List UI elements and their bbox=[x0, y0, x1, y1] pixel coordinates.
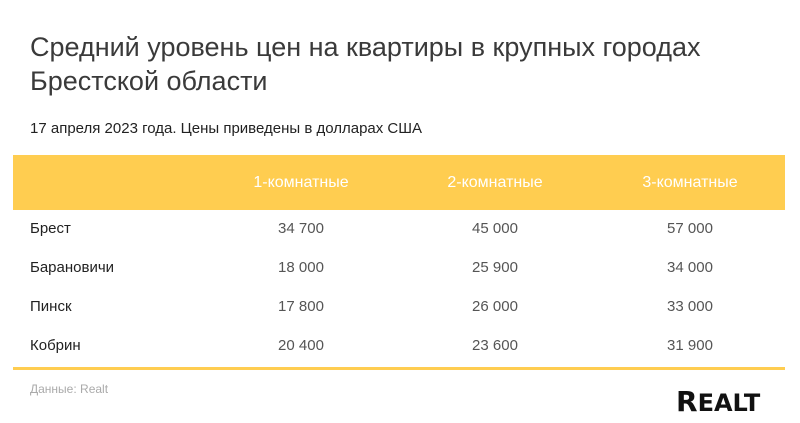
table-row: Кобрин 20 400 23 600 31 900 bbox=[13, 327, 785, 366]
table-header: 1-комнатные 2-комнатные 3-комнатные bbox=[13, 155, 785, 210]
price-cell: 34 000 bbox=[667, 259, 713, 276]
price-cell: 17 800 bbox=[278, 298, 324, 315]
price-cell: 45 000 bbox=[472, 220, 518, 237]
table-row: Брест 34 700 45 000 57 000 bbox=[13, 210, 785, 249]
price-cell: 31 900 bbox=[667, 337, 713, 354]
column-header-1-room: 1-комнатные bbox=[253, 174, 349, 191]
price-cell: 18 000 bbox=[278, 259, 324, 276]
city-label: Брест bbox=[30, 220, 71, 237]
city-label: Пинск bbox=[30, 298, 72, 315]
table-row: Барановичи 18 000 25 900 34 000 bbox=[13, 249, 785, 288]
price-cell: 20 400 bbox=[278, 337, 324, 354]
price-cell: 26 000 bbox=[472, 298, 518, 315]
price-cell: 33 000 bbox=[667, 298, 713, 315]
subtitle: 17 апреля 2023 года. Цены приведены в до… bbox=[30, 120, 423, 137]
price-cell: 34 700 bbox=[278, 220, 324, 237]
table-bottom-divider bbox=[13, 367, 785, 370]
page-title: Средний уровень цен на квартиры в крупны… bbox=[30, 32, 701, 96]
realt-logo: REALT bbox=[676, 385, 761, 418]
city-label: Барановичи bbox=[30, 259, 115, 276]
table-row: Пинск 17 800 26 000 33 000 bbox=[13, 288, 785, 327]
price-cell: 23 600 bbox=[472, 337, 518, 354]
source-note: Данные: Realt bbox=[30, 382, 109, 396]
price-cell: 57 000 bbox=[667, 220, 713, 237]
price-cell: 25 900 bbox=[472, 259, 518, 276]
price-table: 1-комнатные 2-комнатные 3-комнатные Брес… bbox=[13, 155, 785, 370]
column-header-3-room: 3-комнатные bbox=[642, 174, 738, 191]
city-label: Кобрин bbox=[30, 337, 81, 354]
column-header-2-room: 2-комнатные bbox=[447, 174, 543, 191]
